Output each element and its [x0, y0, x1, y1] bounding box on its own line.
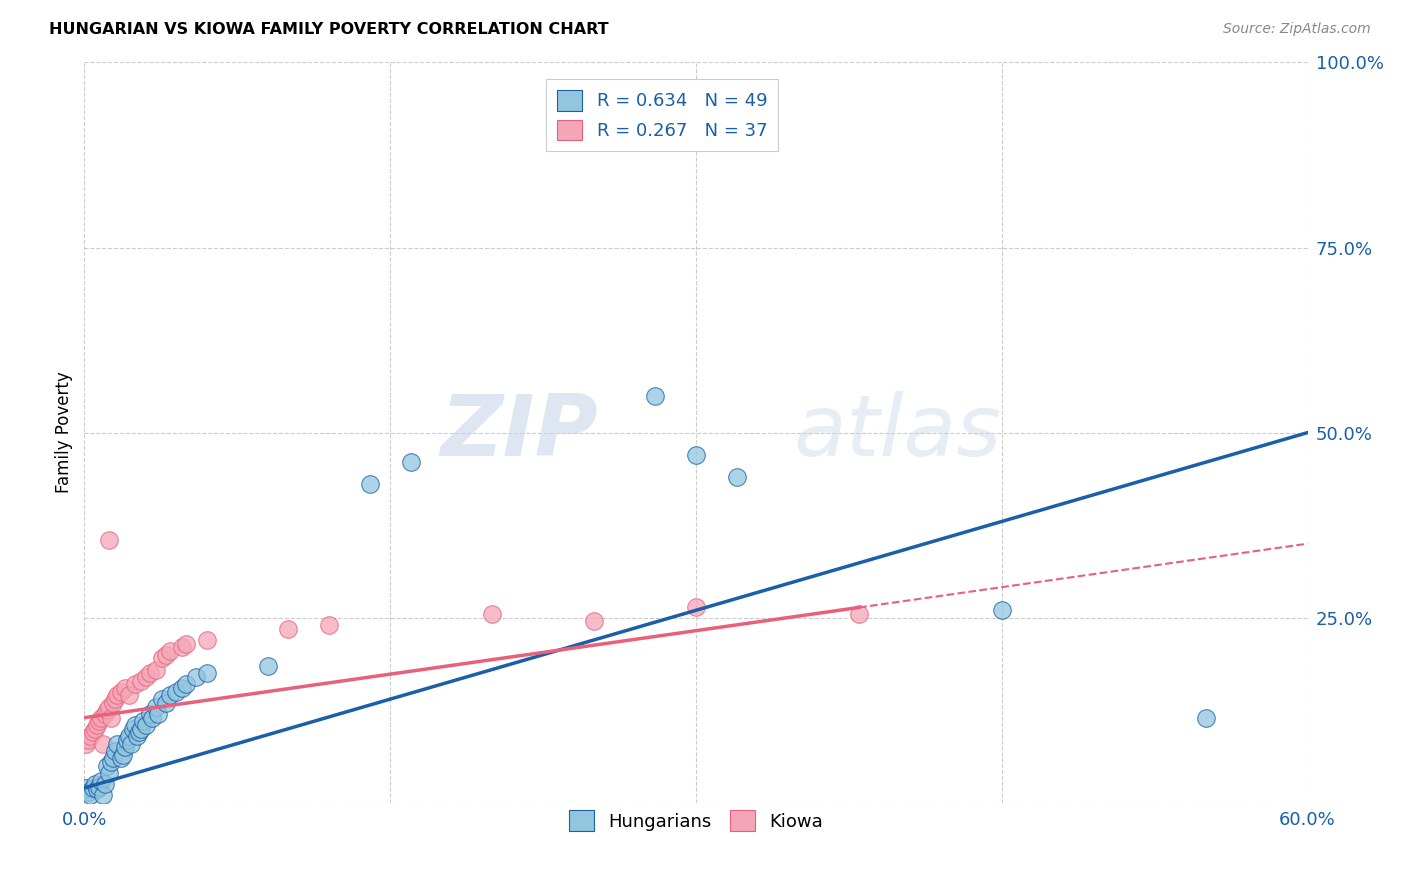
- Point: [97, 533, 120, 547]
- Point: [90, 711, 112, 725]
- Point: [118, 729, 141, 743]
- Point: [174, 677, 197, 691]
- Point: [114, 740, 136, 755]
- Point: [79, 789, 101, 803]
- Point: [100, 711, 122, 725]
- Point: [150, 692, 173, 706]
- Point: [141, 711, 163, 725]
- Point: [132, 714, 155, 729]
- Point: [1195, 711, 1218, 725]
- Point: [174, 637, 197, 651]
- Text: Source: ZipAtlas.com: Source: ZipAtlas.com: [1223, 22, 1371, 37]
- Point: [91, 789, 114, 803]
- Point: [195, 666, 218, 681]
- Point: [131, 673, 153, 688]
- Point: [155, 696, 177, 710]
- Point: [195, 632, 218, 647]
- Point: [91, 737, 114, 751]
- Point: [105, 737, 128, 751]
- Point: [96, 703, 118, 717]
- Point: [79, 729, 101, 743]
- Point: [110, 751, 132, 765]
- Text: HUNGARIAN VS KIOWA FAMILY POVERTY CORRELATION CHART: HUNGARIAN VS KIOWA FAMILY POVERTY CORREL…: [49, 22, 609, 37]
- Point: [128, 725, 150, 739]
- Point: [318, 618, 340, 632]
- Point: [86, 718, 108, 732]
- Text: ZIP: ZIP: [440, 391, 598, 475]
- Y-axis label: Family Poverty: Family Poverty: [55, 372, 73, 493]
- Point: [104, 692, 127, 706]
- Point: [82, 725, 104, 739]
- Point: [115, 732, 138, 747]
- Point: [165, 685, 187, 699]
- Point: [277, 622, 299, 636]
- Point: [150, 651, 173, 665]
- Point: [77, 785, 100, 799]
- Point: [75, 780, 97, 795]
- Point: [112, 747, 135, 762]
- Point: [145, 663, 167, 677]
- Point: [87, 714, 110, 729]
- Point: [127, 729, 149, 743]
- Point: [86, 782, 108, 797]
- Point: [77, 732, 100, 747]
- Point: [114, 681, 136, 695]
- Point: [131, 722, 153, 736]
- Point: [135, 670, 157, 684]
- Point: [146, 706, 169, 721]
- Point: [82, 780, 104, 795]
- Point: [100, 755, 122, 769]
- Point: [101, 751, 124, 765]
- Point: [97, 766, 120, 780]
- Point: [138, 706, 160, 721]
- Point: [685, 599, 707, 614]
- Point: [644, 388, 666, 402]
- Point: [90, 773, 112, 788]
- Point: [93, 706, 115, 721]
- Point: [120, 737, 142, 751]
- Point: [97, 699, 120, 714]
- Point: [145, 699, 167, 714]
- Point: [159, 644, 181, 658]
- Point: [725, 470, 748, 484]
- Point: [991, 603, 1014, 617]
- Point: [138, 666, 160, 681]
- Point: [104, 744, 127, 758]
- Point: [685, 448, 707, 462]
- Text: atlas: atlas: [794, 391, 1002, 475]
- Point: [83, 722, 105, 736]
- Point: [83, 777, 105, 791]
- Point: [172, 640, 194, 655]
- Point: [186, 670, 208, 684]
- Point: [359, 477, 381, 491]
- Point: [87, 780, 110, 794]
- Point: [583, 615, 606, 629]
- Point: [122, 722, 145, 736]
- Legend: Hungarians, Kiowa: Hungarians, Kiowa: [561, 803, 831, 838]
- Point: [481, 607, 503, 621]
- Point: [159, 689, 181, 703]
- Point: [124, 677, 146, 691]
- Point: [848, 607, 870, 621]
- Point: [101, 696, 124, 710]
- Point: [118, 689, 141, 703]
- Point: [399, 455, 422, 469]
- Point: [135, 718, 157, 732]
- Point: [96, 758, 118, 772]
- Point: [105, 689, 128, 703]
- Point: [172, 681, 194, 695]
- Point: [75, 737, 97, 751]
- Point: [93, 777, 115, 791]
- Point: [155, 648, 177, 662]
- Point: [110, 685, 132, 699]
- Point: [257, 658, 280, 673]
- Point: [124, 718, 146, 732]
